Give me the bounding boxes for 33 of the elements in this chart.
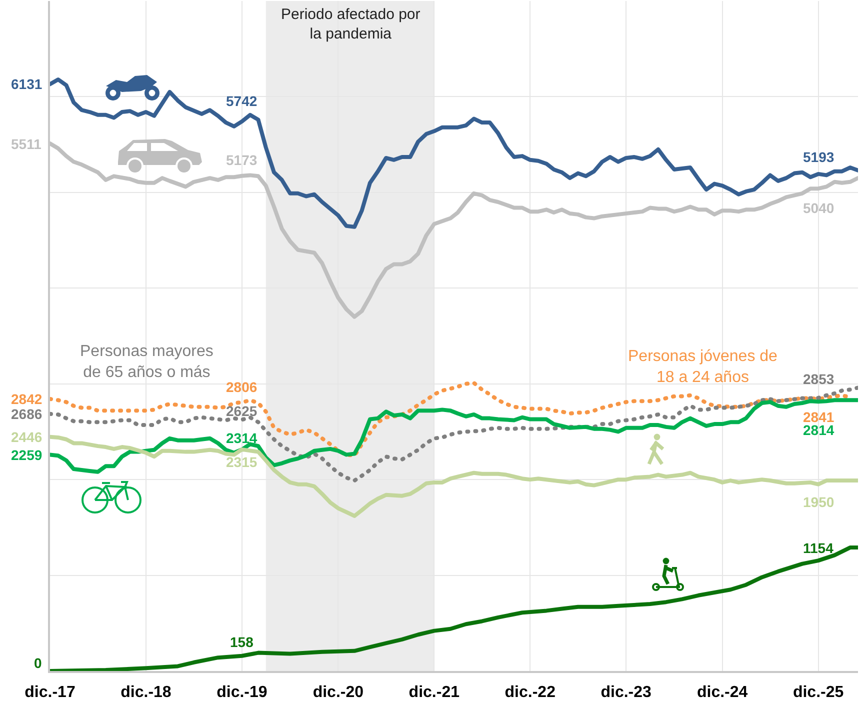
data-label: 6131 <box>11 76 42 92</box>
data-label: 2686 <box>11 406 42 422</box>
data-label: 2842 <box>11 391 42 407</box>
text: Personas mayores de 65 años o más <box>80 343 214 381</box>
data-label: 1154 <box>803 540 834 556</box>
data-label: 2853 <box>803 371 834 387</box>
data-label: 2814 <box>803 422 834 438</box>
data-label: 2806 <box>226 379 258 395</box>
x-tick-label: dic.-22 <box>504 684 556 701</box>
data-label: 5511 <box>11 136 42 152</box>
data-label: 158 <box>230 634 254 650</box>
x-tick-label: dic.-23 <box>600 684 652 701</box>
data-label: 2315 <box>226 454 258 470</box>
x-tick-label: dic.-20 <box>312 684 364 701</box>
x-tick-label: dic.-25 <box>792 684 844 701</box>
data-label: 2259 <box>11 447 42 463</box>
x-tick-label: dic.-19 <box>216 684 268 701</box>
band-label: Periodo afectado por la pandemia <box>281 6 420 42</box>
data-label: 5193 <box>803 149 834 165</box>
data-label: 2625 <box>226 403 258 419</box>
x-tick-label: dic.-17 <box>24 684 76 701</box>
series-label: Personas jóvenes de 18 a 24 años <box>628 348 778 386</box>
x-tick-label: dic.-24 <box>696 684 748 701</box>
data-label: 2446 <box>11 429 42 445</box>
data-label: 2314 <box>226 430 258 446</box>
data-label: 0 <box>34 655 42 671</box>
data-label: 5040 <box>803 200 834 216</box>
data-label: 5742 <box>226 93 258 109</box>
data-label: 5173 <box>226 152 258 168</box>
data-label: 1950 <box>803 494 834 510</box>
x-tick-label: dic.-18 <box>120 684 172 701</box>
x-tick-label: dic.-21 <box>408 684 460 701</box>
data-label: 2841 <box>803 409 834 425</box>
